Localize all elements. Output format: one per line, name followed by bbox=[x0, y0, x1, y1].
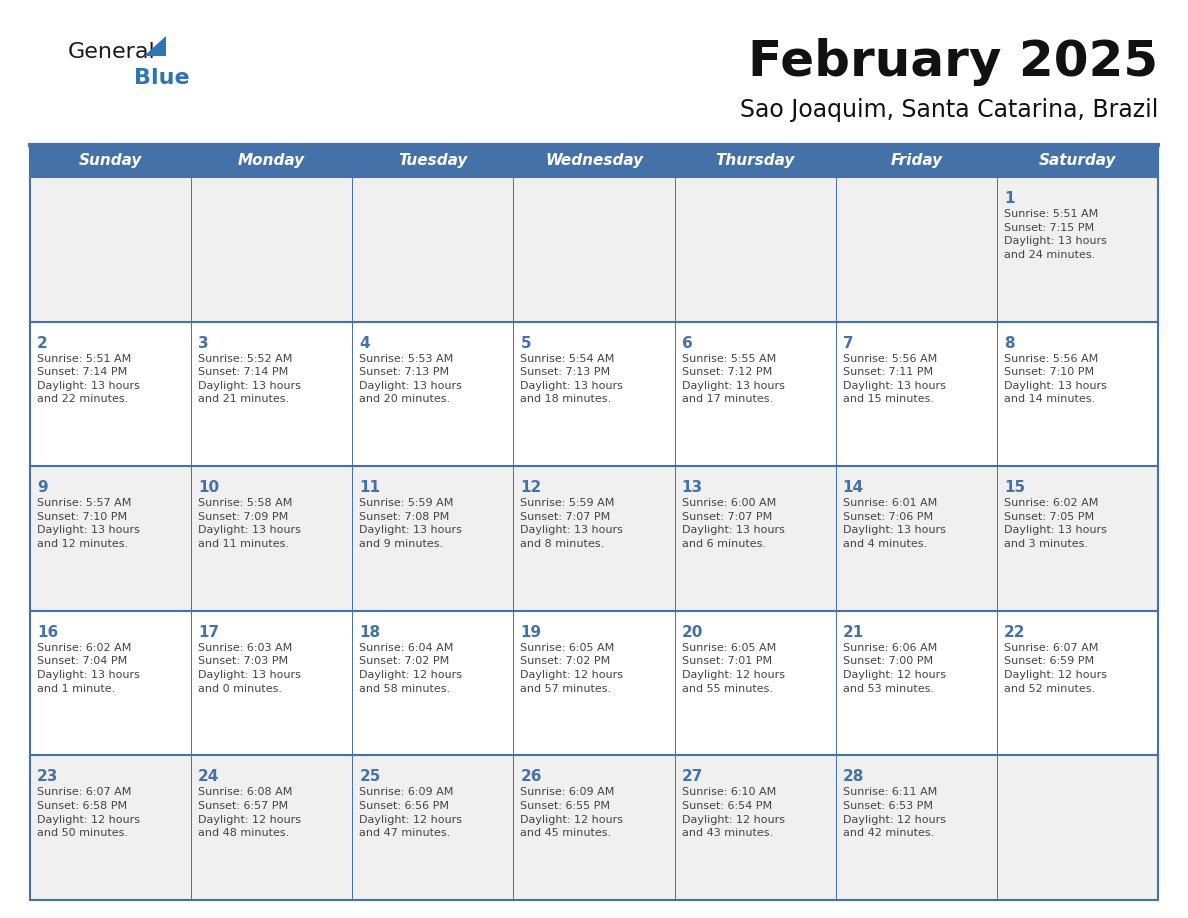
Text: 12: 12 bbox=[520, 480, 542, 495]
Text: Sunrise: 6:03 AM
Sunset: 7:03 PM
Daylight: 13 hours
and 0 minutes.: Sunrise: 6:03 AM Sunset: 7:03 PM Dayligh… bbox=[198, 643, 301, 694]
Text: 5: 5 bbox=[520, 336, 531, 351]
Text: Sunrise: 6:01 AM
Sunset: 7:06 PM
Daylight: 13 hours
and 4 minutes.: Sunrise: 6:01 AM Sunset: 7:06 PM Dayligh… bbox=[842, 498, 946, 549]
Text: 24: 24 bbox=[198, 769, 220, 784]
Text: 28: 28 bbox=[842, 769, 864, 784]
Text: Blue: Blue bbox=[134, 68, 190, 88]
Text: 1: 1 bbox=[1004, 191, 1015, 206]
Text: 8: 8 bbox=[1004, 336, 1015, 351]
Bar bbox=[513, 145, 675, 177]
Text: 13: 13 bbox=[682, 480, 702, 495]
Text: Sunrise: 5:59 AM
Sunset: 7:07 PM
Daylight: 13 hours
and 8 minutes.: Sunrise: 5:59 AM Sunset: 7:07 PM Dayligh… bbox=[520, 498, 624, 549]
Text: 20: 20 bbox=[682, 625, 703, 640]
Text: Sunrise: 6:07 AM
Sunset: 6:58 PM
Daylight: 12 hours
and 50 minutes.: Sunrise: 6:07 AM Sunset: 6:58 PM Dayligh… bbox=[37, 788, 140, 838]
Text: Sunrise: 5:59 AM
Sunset: 7:08 PM
Daylight: 13 hours
and 9 minutes.: Sunrise: 5:59 AM Sunset: 7:08 PM Dayligh… bbox=[359, 498, 462, 549]
Text: 23: 23 bbox=[37, 769, 58, 784]
Text: 18: 18 bbox=[359, 625, 380, 640]
Text: 6: 6 bbox=[682, 336, 693, 351]
Text: Sunrise: 6:05 AM
Sunset: 7:02 PM
Daylight: 12 hours
and 57 minutes.: Sunrise: 6:05 AM Sunset: 7:02 PM Dayligh… bbox=[520, 643, 624, 694]
Text: Sunrise: 6:11 AM
Sunset: 6:53 PM
Daylight: 12 hours
and 42 minutes.: Sunrise: 6:11 AM Sunset: 6:53 PM Dayligh… bbox=[842, 788, 946, 838]
Text: 17: 17 bbox=[198, 625, 220, 640]
Text: Sunrise: 6:08 AM
Sunset: 6:57 PM
Daylight: 12 hours
and 48 minutes.: Sunrise: 6:08 AM Sunset: 6:57 PM Dayligh… bbox=[198, 788, 301, 838]
Text: Sunrise: 6:04 AM
Sunset: 7:02 PM
Daylight: 12 hours
and 58 minutes.: Sunrise: 6:04 AM Sunset: 7:02 PM Dayligh… bbox=[359, 643, 462, 694]
Bar bbox=[675, 145, 835, 177]
Text: Sunrise: 6:05 AM
Sunset: 7:01 PM
Daylight: 12 hours
and 55 minutes.: Sunrise: 6:05 AM Sunset: 7:01 PM Dayligh… bbox=[682, 643, 784, 694]
Text: Tuesday: Tuesday bbox=[398, 153, 468, 169]
Bar bbox=[30, 610, 1158, 756]
Text: 2: 2 bbox=[37, 336, 48, 351]
Text: Sunrise: 6:09 AM
Sunset: 6:56 PM
Daylight: 12 hours
and 47 minutes.: Sunrise: 6:09 AM Sunset: 6:56 PM Dayligh… bbox=[359, 788, 462, 838]
Text: 25: 25 bbox=[359, 769, 380, 784]
Text: 19: 19 bbox=[520, 625, 542, 640]
Text: 21: 21 bbox=[842, 625, 864, 640]
Bar bbox=[353, 145, 513, 177]
Text: 9: 9 bbox=[37, 480, 48, 495]
Text: Sunrise: 5:51 AM
Sunset: 7:14 PM
Daylight: 13 hours
and 22 minutes.: Sunrise: 5:51 AM Sunset: 7:14 PM Dayligh… bbox=[37, 353, 140, 405]
Text: Saturday: Saturday bbox=[1038, 153, 1117, 169]
Text: Sunrise: 6:02 AM
Sunset: 7:05 PM
Daylight: 13 hours
and 3 minutes.: Sunrise: 6:02 AM Sunset: 7:05 PM Dayligh… bbox=[1004, 498, 1107, 549]
Text: Sunrise: 6:00 AM
Sunset: 7:07 PM
Daylight: 13 hours
and 6 minutes.: Sunrise: 6:00 AM Sunset: 7:07 PM Dayligh… bbox=[682, 498, 784, 549]
Text: 22: 22 bbox=[1004, 625, 1025, 640]
Text: Sunday: Sunday bbox=[78, 153, 143, 169]
Text: 11: 11 bbox=[359, 480, 380, 495]
Text: Sunrise: 6:06 AM
Sunset: 7:00 PM
Daylight: 12 hours
and 53 minutes.: Sunrise: 6:06 AM Sunset: 7:00 PM Dayligh… bbox=[842, 643, 946, 694]
Text: Sunrise: 5:58 AM
Sunset: 7:09 PM
Daylight: 13 hours
and 11 minutes.: Sunrise: 5:58 AM Sunset: 7:09 PM Dayligh… bbox=[198, 498, 301, 549]
Text: Sunrise: 6:07 AM
Sunset: 6:59 PM
Daylight: 12 hours
and 52 minutes.: Sunrise: 6:07 AM Sunset: 6:59 PM Dayligh… bbox=[1004, 643, 1107, 694]
Text: Sunrise: 5:53 AM
Sunset: 7:13 PM
Daylight: 13 hours
and 20 minutes.: Sunrise: 5:53 AM Sunset: 7:13 PM Dayligh… bbox=[359, 353, 462, 405]
Text: Sunrise: 5:52 AM
Sunset: 7:14 PM
Daylight: 13 hours
and 21 minutes.: Sunrise: 5:52 AM Sunset: 7:14 PM Dayligh… bbox=[198, 353, 301, 405]
Text: 14: 14 bbox=[842, 480, 864, 495]
Text: 27: 27 bbox=[682, 769, 703, 784]
Text: February 2025: February 2025 bbox=[748, 38, 1158, 86]
Text: Sao Joaquim, Santa Catarina, Brazil: Sao Joaquim, Santa Catarina, Brazil bbox=[740, 98, 1158, 122]
Bar bbox=[30, 145, 191, 177]
Bar bbox=[30, 321, 1158, 466]
Text: Sunrise: 5:57 AM
Sunset: 7:10 PM
Daylight: 13 hours
and 12 minutes.: Sunrise: 5:57 AM Sunset: 7:10 PM Dayligh… bbox=[37, 498, 140, 549]
Text: General: General bbox=[68, 42, 156, 62]
Text: 26: 26 bbox=[520, 769, 542, 784]
Text: 10: 10 bbox=[198, 480, 220, 495]
Text: Sunrise: 5:54 AM
Sunset: 7:13 PM
Daylight: 13 hours
and 18 minutes.: Sunrise: 5:54 AM Sunset: 7:13 PM Dayligh… bbox=[520, 353, 624, 405]
Text: 3: 3 bbox=[198, 336, 209, 351]
Text: Sunrise: 6:02 AM
Sunset: 7:04 PM
Daylight: 13 hours
and 1 minute.: Sunrise: 6:02 AM Sunset: 7:04 PM Dayligh… bbox=[37, 643, 140, 694]
Bar bbox=[30, 756, 1158, 900]
Text: 16: 16 bbox=[37, 625, 58, 640]
Text: Friday: Friday bbox=[890, 153, 942, 169]
Bar bbox=[997, 145, 1158, 177]
Bar bbox=[30, 466, 1158, 610]
Text: Wednesday: Wednesday bbox=[545, 153, 643, 169]
Bar bbox=[835, 145, 997, 177]
Bar bbox=[30, 177, 1158, 321]
Text: 15: 15 bbox=[1004, 480, 1025, 495]
Text: 7: 7 bbox=[842, 336, 853, 351]
Text: Sunrise: 5:56 AM
Sunset: 7:10 PM
Daylight: 13 hours
and 14 minutes.: Sunrise: 5:56 AM Sunset: 7:10 PM Dayligh… bbox=[1004, 353, 1107, 405]
Text: 4: 4 bbox=[359, 336, 369, 351]
Text: Sunrise: 5:55 AM
Sunset: 7:12 PM
Daylight: 13 hours
and 17 minutes.: Sunrise: 5:55 AM Sunset: 7:12 PM Dayligh… bbox=[682, 353, 784, 405]
Text: Sunrise: 5:56 AM
Sunset: 7:11 PM
Daylight: 13 hours
and 15 minutes.: Sunrise: 5:56 AM Sunset: 7:11 PM Dayligh… bbox=[842, 353, 946, 405]
Polygon shape bbox=[144, 36, 166, 56]
Text: Thursday: Thursday bbox=[715, 153, 795, 169]
Text: Monday: Monday bbox=[238, 153, 305, 169]
Text: Sunrise: 6:09 AM
Sunset: 6:55 PM
Daylight: 12 hours
and 45 minutes.: Sunrise: 6:09 AM Sunset: 6:55 PM Dayligh… bbox=[520, 788, 624, 838]
Text: Sunrise: 6:10 AM
Sunset: 6:54 PM
Daylight: 12 hours
and 43 minutes.: Sunrise: 6:10 AM Sunset: 6:54 PM Dayligh… bbox=[682, 788, 784, 838]
Bar bbox=[191, 145, 353, 177]
Text: Sunrise: 5:51 AM
Sunset: 7:15 PM
Daylight: 13 hours
and 24 minutes.: Sunrise: 5:51 AM Sunset: 7:15 PM Dayligh… bbox=[1004, 209, 1107, 260]
